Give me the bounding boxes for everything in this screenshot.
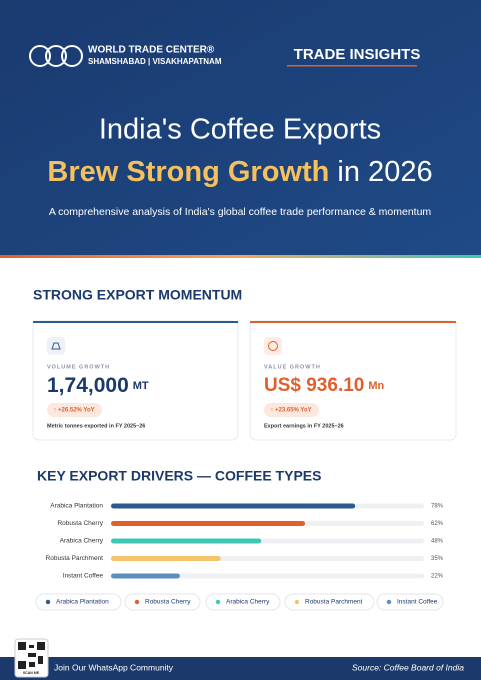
value-label: 48%	[431, 539, 444, 545]
card: VALUE GROWTH US$ 936.10 Mn ↑ +23.65% YoY …	[249, 320, 457, 441]
category-label: Arabica Plantation	[50, 503, 103, 510]
legend-item: Instant Coffee	[376, 593, 444, 611]
card: VOLUME GROWTH 1,74,000 MT ↑ +26.52% YoY M…	[32, 320, 239, 441]
card-note: Export earnings in FY 2025–26	[264, 423, 344, 429]
bar	[111, 556, 221, 561]
card-value: 1,74,000 MT	[47, 374, 149, 397]
category-label: Robusta Cherry	[57, 520, 103, 527]
card-note: Metric tonnes exported in FY 2025–26	[47, 423, 145, 429]
legend-dot	[386, 599, 392, 605]
legend-dot	[215, 599, 221, 605]
category-label: Instant Coffee	[63, 573, 104, 580]
legend-dot	[294, 599, 300, 605]
community-link[interactable]: Join Our WhatsApp Community	[54, 662, 174, 672]
legend-pill	[35, 593, 122, 611]
category-label: Robusta Parchment	[46, 555, 104, 562]
value-label: 78%	[431, 504, 444, 510]
bar	[111, 503, 356, 509]
section-heading: STRONG EXPORT MOMENTUM	[33, 287, 242, 303]
value-label: 22%	[431, 574, 444, 580]
legend-label: Arabica Cherry	[226, 599, 270, 606]
footer-bg	[0, 657, 481, 680]
logo	[29, 45, 83, 67]
org-name: WORLD TRADE CENTER®	[88, 45, 215, 56]
legend-item: Arabica Plantation	[35, 593, 122, 611]
bar	[111, 573, 180, 579]
bar-track	[111, 573, 424, 579]
card-label: VALUE GROWTH	[264, 364, 321, 370]
title-line1: India's Coffee Exports	[99, 114, 381, 146]
qr-caption: SCAN ME	[23, 671, 40, 675]
legend-label: Robusta Cherry	[145, 599, 191, 606]
badge-underline	[287, 65, 417, 67]
legend-pill	[124, 593, 201, 611]
legend-pill	[284, 593, 375, 611]
legend-dot	[134, 599, 140, 605]
card-change: ↑ +26.52% YoY	[53, 408, 94, 414]
subtitle: A comprehensive analysis of India's glob…	[49, 206, 432, 218]
header-stripe	[0, 255, 481, 258]
badge: TRADE INSIGHTS	[294, 46, 421, 63]
value-label: 62%	[431, 521, 444, 527]
bar	[111, 521, 306, 526]
legend-label: Instant Coffee	[397, 599, 438, 606]
card-change: ↑ +23.65% YoY	[270, 408, 311, 414]
legend-pill	[376, 593, 444, 611]
source: Source: Coffee Board of India	[352, 662, 464, 672]
unit: MT	[133, 380, 149, 392]
org-locations: SHAMSHABAD | VISAKHAPATNAM	[88, 57, 222, 66]
title-rest: in 2026	[329, 156, 432, 188]
legend-dot	[45, 599, 51, 605]
title-line2: Brew Strong Growth in 2026	[47, 156, 432, 188]
qr-code	[14, 638, 49, 678]
category-label: Arabica Cherry	[60, 538, 104, 545]
legend-label: Robusta Parchment	[305, 599, 363, 606]
unit: Mn	[368, 380, 384, 392]
value: US$ 936.10	[264, 375, 364, 396]
chart-title: KEY EXPORT DRIVERS — COFFEE TYPES	[37, 468, 321, 484]
legend-item: Robusta Parchment	[284, 593, 375, 611]
legend-item: Robusta Cherry	[124, 593, 201, 611]
legend-label: Arabica Plantation	[56, 599, 109, 606]
title-highlight: Brew Strong Growth	[47, 156, 329, 188]
legend-pill	[205, 593, 281, 611]
value-label: 35%	[431, 556, 444, 562]
bar	[111, 538, 262, 544]
chart: Arabica Plantation 78% Robusta Cherry 62% Ar…	[35, 503, 444, 611]
value: 1,74,000	[47, 374, 129, 397]
card-value: US$ 936.10 Mn	[264, 375, 385, 396]
header-bg	[0, 0, 481, 255]
legend-item: Arabica Cherry	[205, 593, 281, 611]
card-label: VOLUME GROWTH	[47, 364, 110, 370]
